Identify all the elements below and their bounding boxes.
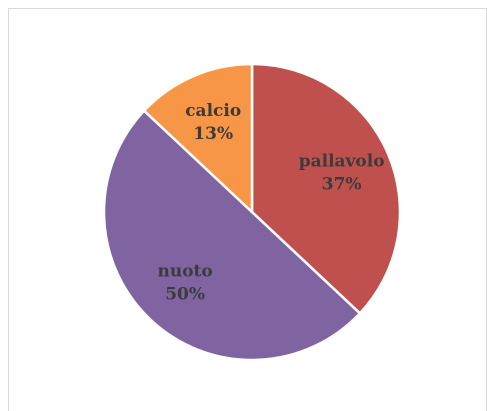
pie-slice bbox=[250, 62, 402, 316]
pie-slice bbox=[102, 108, 362, 362]
slice-value-label: 50% bbox=[165, 285, 205, 305]
slice-category-label: pallavolo bbox=[299, 152, 385, 172]
slice-category-label: nuoto bbox=[158, 262, 213, 282]
slice-value-label: 37% bbox=[322, 175, 362, 195]
slice-category-label: calcio bbox=[185, 101, 241, 121]
pie-slice bbox=[142, 62, 254, 215]
slice-value-label: 13% bbox=[193, 124, 233, 144]
